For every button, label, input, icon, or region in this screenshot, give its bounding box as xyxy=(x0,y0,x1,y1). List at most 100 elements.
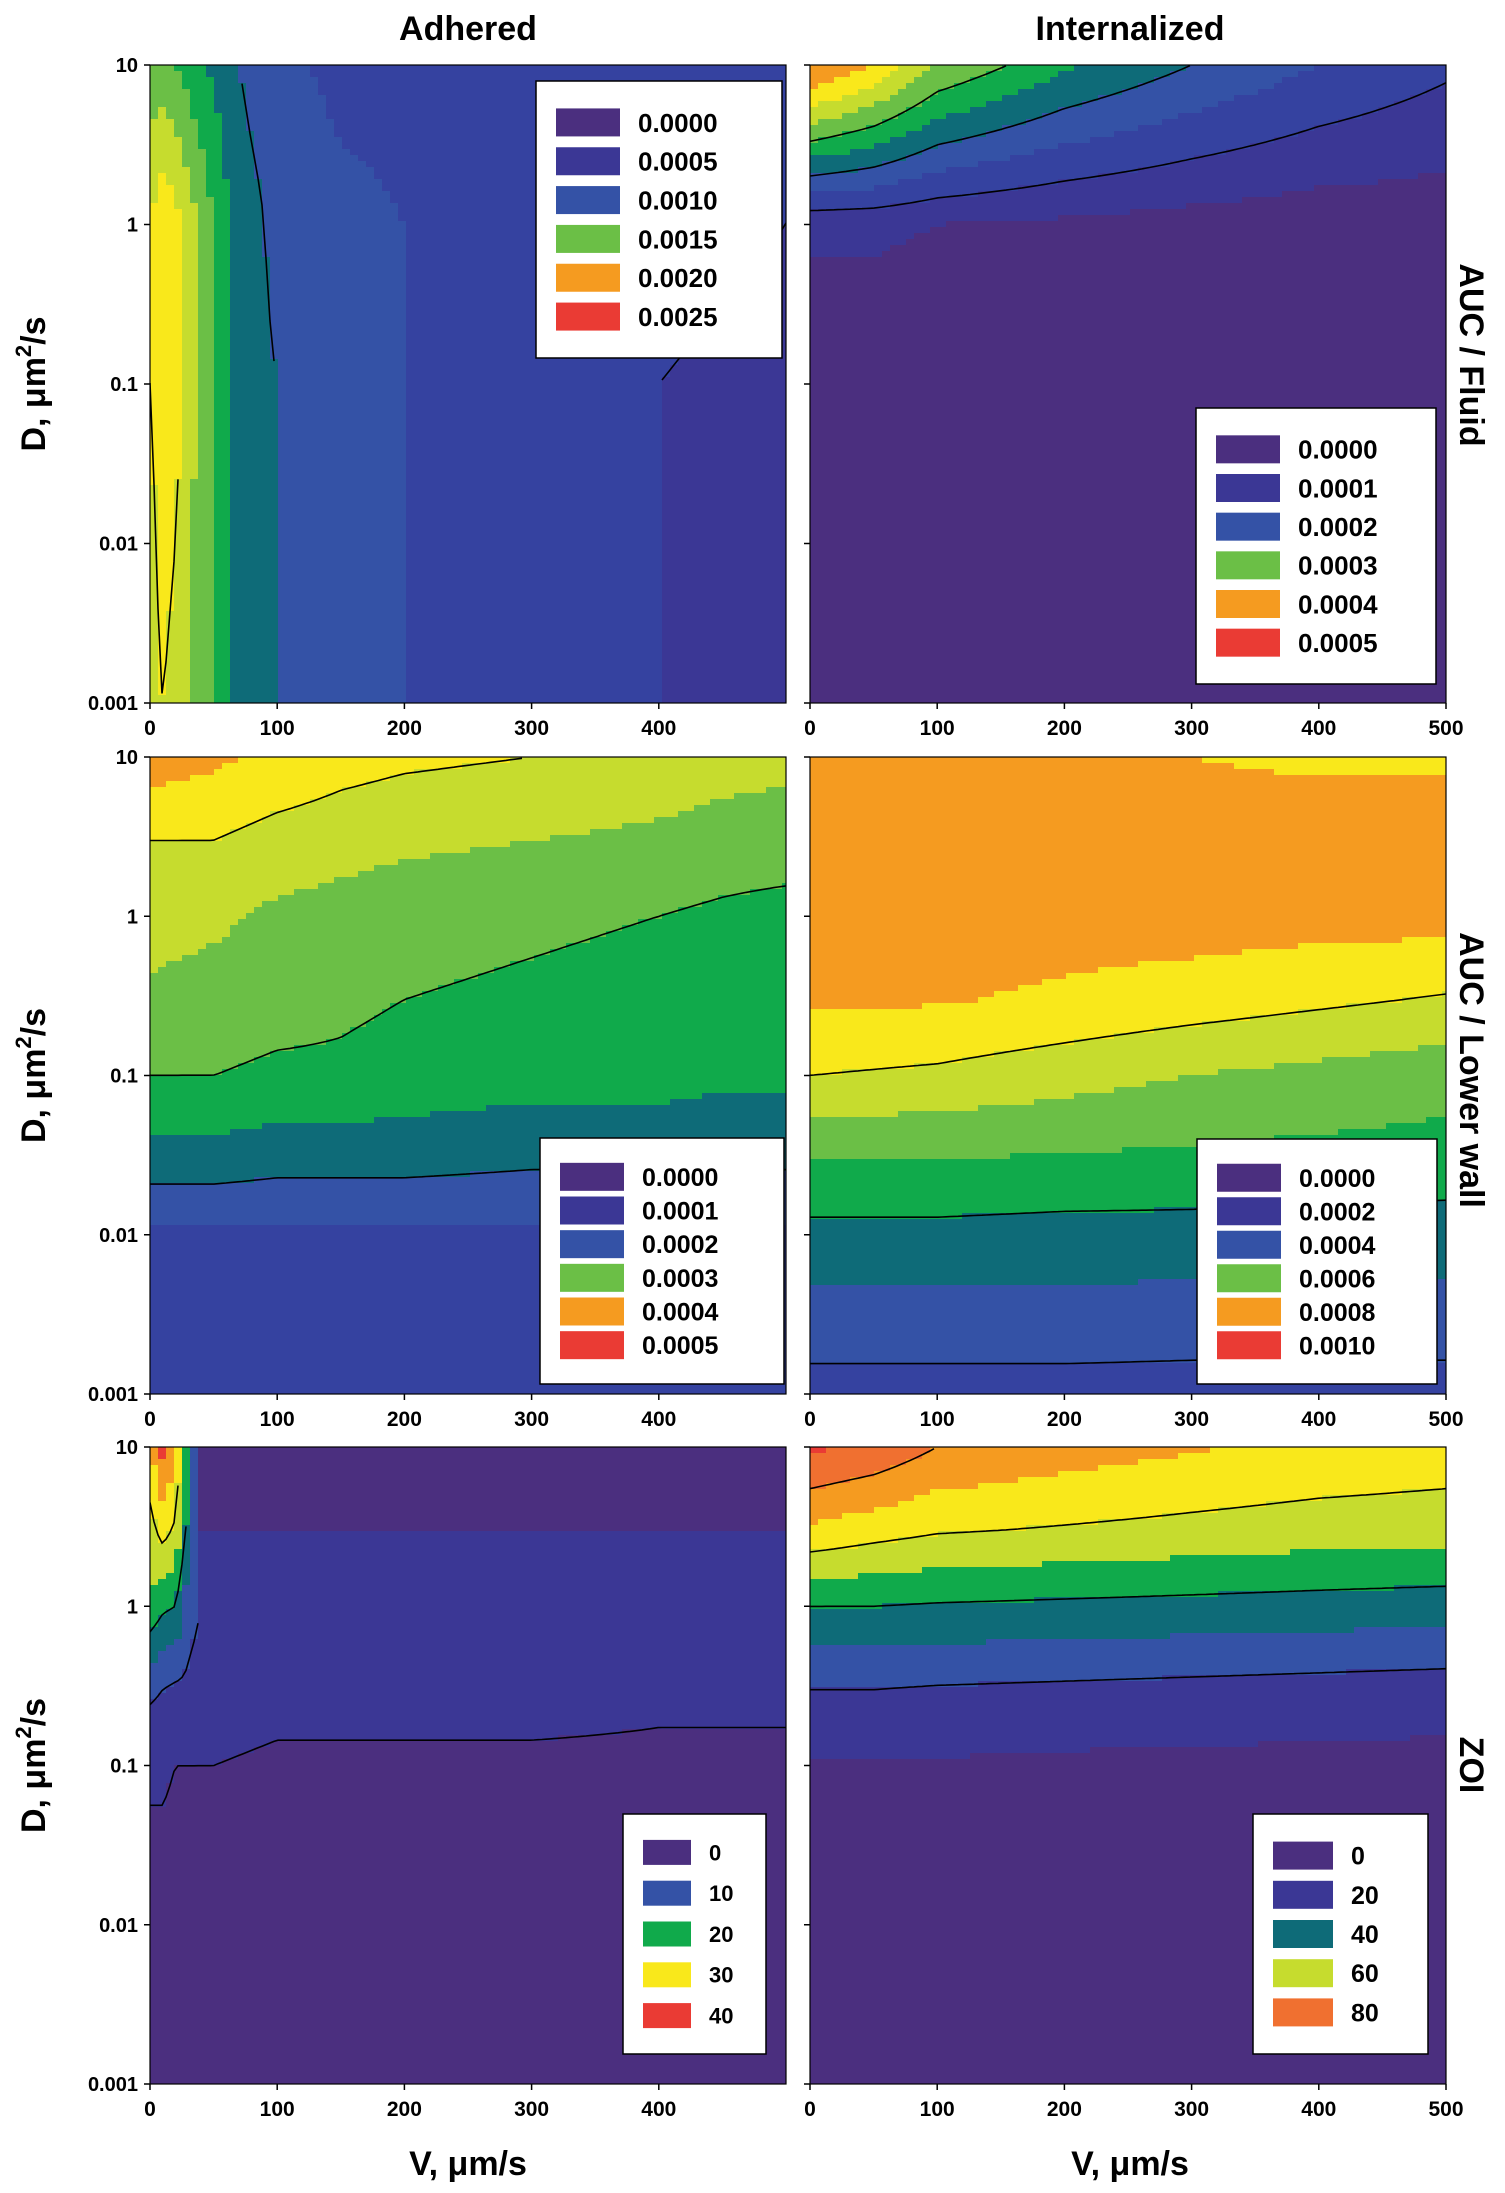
heatmap-cell xyxy=(566,395,575,402)
heatmap-cell xyxy=(174,215,183,222)
heatmap-cell xyxy=(438,431,447,438)
heatmap-cell xyxy=(238,275,247,282)
heatmap-cell xyxy=(294,191,303,198)
heatmap-cell xyxy=(670,401,679,408)
heatmap-cell xyxy=(182,287,191,294)
heatmap-cell xyxy=(150,215,159,222)
heatmap-cell xyxy=(422,185,431,192)
heatmap-cell xyxy=(718,359,727,366)
heatmap-cell xyxy=(174,155,183,162)
heatmap-cell xyxy=(206,365,215,372)
heatmap-cell xyxy=(318,185,327,192)
heatmap-cell xyxy=(438,173,447,180)
heatmap-cell xyxy=(742,401,751,408)
heatmap-cell xyxy=(334,377,343,384)
heatmap-cell xyxy=(206,245,215,252)
heatmap-cell xyxy=(438,353,447,360)
heatmap-cell xyxy=(182,191,191,198)
heatmap-cell xyxy=(326,173,335,180)
heatmap-cell xyxy=(190,83,199,90)
heatmap-cell xyxy=(518,185,527,192)
heatmap-cell xyxy=(622,395,631,402)
heatmap-cell xyxy=(382,281,391,288)
heatmap-cell xyxy=(198,365,207,372)
heatmap-cell xyxy=(254,347,263,354)
heatmap-cell xyxy=(510,335,519,342)
heatmap-cell xyxy=(190,179,199,186)
heatmap-cell xyxy=(230,377,239,384)
heatmap-cell xyxy=(382,323,391,330)
heatmap-cell xyxy=(366,401,375,408)
heatmap-cell xyxy=(390,167,399,174)
heatmap-cell xyxy=(326,275,335,282)
heatmap-cell xyxy=(462,401,471,408)
heatmap-cell xyxy=(614,383,623,390)
heatmap-cell xyxy=(342,125,351,132)
heatmap-cell xyxy=(526,275,535,282)
heatmap-cell xyxy=(414,275,423,282)
heatmap-cell xyxy=(350,431,359,438)
heatmap-cell xyxy=(510,419,519,426)
heatmap-cell xyxy=(326,125,335,132)
heatmap-cell xyxy=(334,161,343,168)
heatmap-cell xyxy=(574,65,583,72)
heatmap-cell xyxy=(278,167,287,174)
heatmap-cell xyxy=(302,173,311,180)
heatmap-cell xyxy=(198,353,207,360)
heatmap-cell xyxy=(478,395,487,402)
heatmap-cell xyxy=(518,401,527,408)
heatmap-cell xyxy=(398,257,407,264)
heatmap-cell xyxy=(286,83,295,90)
heatmap-cell xyxy=(502,293,511,300)
heatmap-cell xyxy=(326,317,335,324)
heatmap-cell xyxy=(446,353,455,360)
heatmap-cell xyxy=(510,149,519,156)
heatmap-cell xyxy=(238,89,247,96)
heatmap-cell xyxy=(174,65,183,72)
heatmap-cell xyxy=(366,383,375,390)
heatmap-cell xyxy=(310,65,319,72)
heatmap-cell xyxy=(782,221,786,228)
heatmap-cell xyxy=(318,401,327,408)
heatmap-cell xyxy=(398,125,407,132)
heatmap-cell xyxy=(214,209,223,216)
heatmap-cell xyxy=(382,365,391,372)
heatmap-cell xyxy=(318,215,327,222)
heatmap-cell xyxy=(430,149,439,156)
heatmap-cell xyxy=(486,299,495,306)
heatmap-cell xyxy=(502,353,511,360)
heatmap-cell xyxy=(782,119,786,126)
heatmap-cell xyxy=(478,119,487,126)
heatmap-cell xyxy=(454,413,463,420)
heatmap-cell xyxy=(326,377,335,384)
heatmap-cell xyxy=(526,185,535,192)
heatmap-cell xyxy=(222,185,231,192)
heatmap-cell xyxy=(494,125,503,132)
heatmap-cell xyxy=(278,149,287,156)
heatmap-cell xyxy=(414,383,423,390)
heatmap-cell xyxy=(718,431,727,438)
heatmap-cell xyxy=(742,371,751,378)
heatmap-cell xyxy=(150,275,159,282)
heatmap-cell xyxy=(294,77,303,84)
heatmap-cell xyxy=(222,317,231,324)
heatmap-cell xyxy=(222,341,231,348)
heatmap-cell xyxy=(166,83,175,90)
heatmap-cell xyxy=(438,245,447,252)
heatmap-cell xyxy=(494,89,503,96)
heatmap-cell xyxy=(438,257,447,264)
heatmap-cell xyxy=(190,341,199,348)
heatmap-cell xyxy=(182,185,191,192)
heatmap-cell xyxy=(190,251,199,258)
heatmap-cell xyxy=(430,167,439,174)
heatmap-cell xyxy=(318,317,327,324)
heatmap-cell xyxy=(262,353,271,360)
heatmap-cell xyxy=(310,311,319,318)
heatmap-cell xyxy=(470,371,479,378)
heatmap-cell xyxy=(478,95,487,102)
heatmap-cell xyxy=(350,83,359,90)
heatmap-cell xyxy=(278,173,287,180)
heatmap-cell xyxy=(326,215,335,222)
heatmap-cell xyxy=(294,131,303,138)
heatmap-cell xyxy=(438,407,447,414)
